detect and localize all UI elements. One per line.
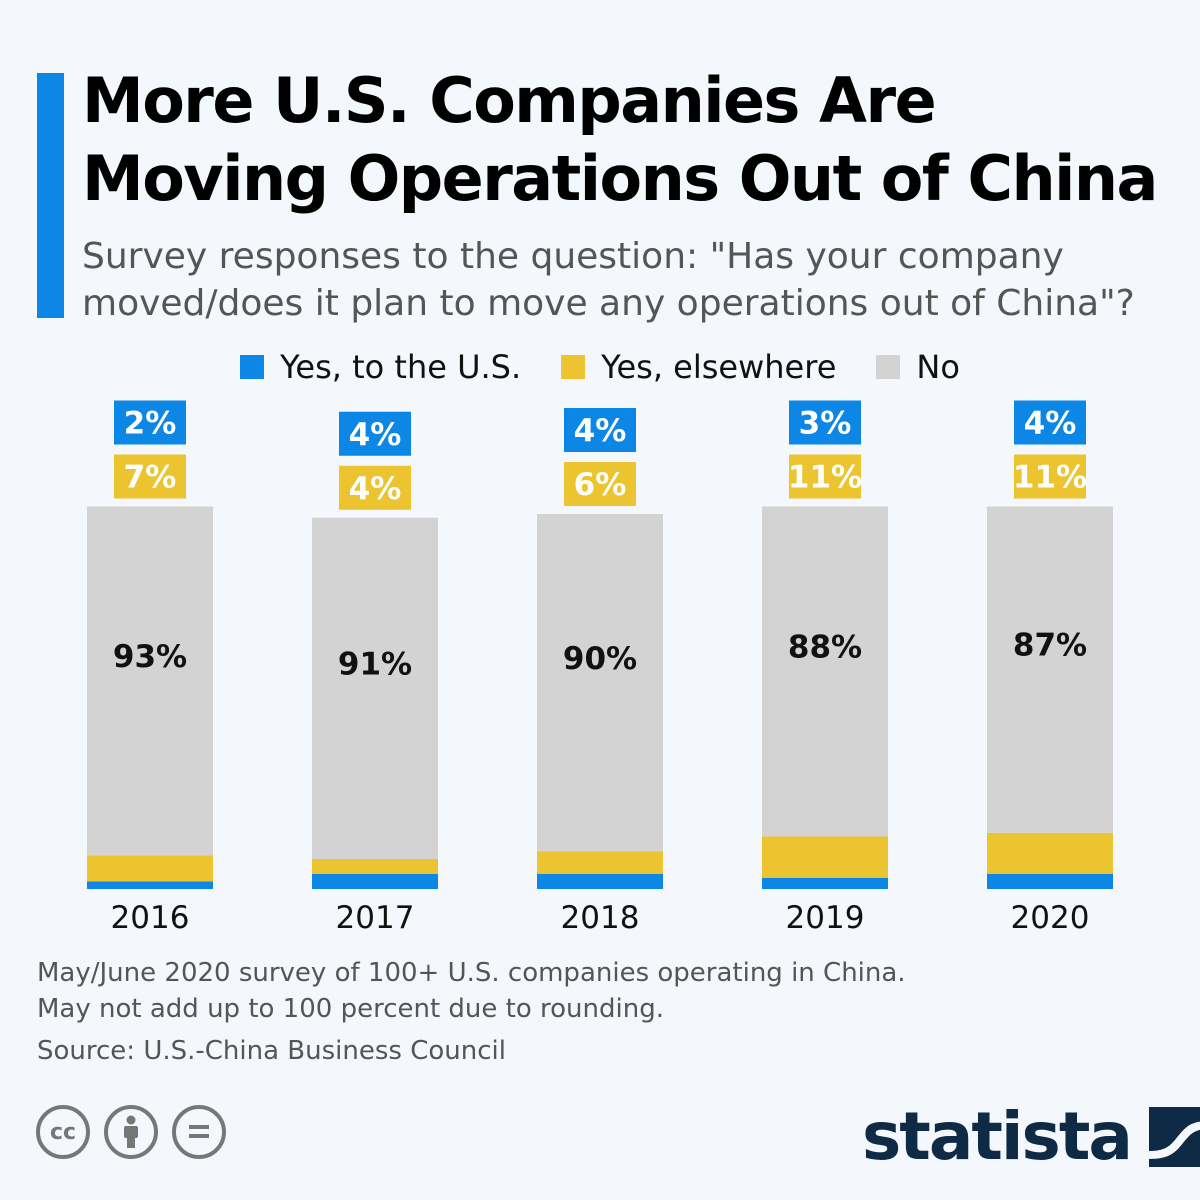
data-label-no: 93% bbox=[113, 639, 187, 675]
data-label-box-elsewhere bbox=[1014, 454, 1086, 499]
logo-wordmark: statista bbox=[862, 1098, 1133, 1175]
chart-title: More U.S. Companies Are Moving Operation… bbox=[82, 64, 1158, 215]
data-label-box-us bbox=[1014, 400, 1086, 445]
statista-logo-icon bbox=[1148, 1106, 1200, 1167]
x-tick-label: 2017 bbox=[336, 900, 415, 936]
x-tick-label: 2018 bbox=[561, 900, 640, 936]
data-label-elsewhere: 11% bbox=[788, 460, 862, 496]
x-tick-label: 2016 bbox=[111, 900, 190, 936]
source: Source: U.S.-China Business Council bbox=[37, 1036, 506, 1066]
bar-segment-elsewhere bbox=[87, 855, 213, 882]
legend-item-elsewhere: Yes, elsewhere bbox=[561, 348, 836, 386]
bar-segment-us bbox=[312, 874, 438, 889]
legend: Yes, to the U.S. Yes, elsewhere No bbox=[0, 348, 1200, 386]
bar-segment-us bbox=[762, 877, 888, 889]
footnote-survey: May/June 2020 survey of 100+ U.S. compan… bbox=[37, 958, 906, 988]
bar-segment-no bbox=[987, 506, 1113, 833]
data-label-box-us bbox=[114, 400, 186, 445]
bar-segment-no bbox=[762, 506, 888, 837]
x-tick-label: 2020 bbox=[1011, 900, 1090, 936]
bar-segment-elsewhere bbox=[762, 836, 888, 878]
bar-segment-no bbox=[312, 517, 438, 859]
accent-bar bbox=[37, 73, 64, 318]
x-tick-label: 2019 bbox=[786, 900, 865, 936]
data-label-us: 4% bbox=[574, 413, 627, 449]
legend-label: Yes, to the U.S. bbox=[280, 348, 522, 386]
legend-item-no: No bbox=[876, 348, 960, 386]
bar-segment-no bbox=[87, 506, 213, 856]
license-icons: cc bbox=[36, 1105, 226, 1159]
bar-segment-elsewhere bbox=[312, 859, 438, 874]
bar-segment-elsewhere bbox=[537, 851, 663, 874]
legend-swatch bbox=[876, 355, 901, 379]
data-label-us: 3% bbox=[799, 406, 852, 442]
data-label-box-elsewhere bbox=[789, 454, 861, 499]
legend-label: No bbox=[916, 348, 960, 386]
chart-subtitle: Survey responses to the question: "Has y… bbox=[82, 236, 1135, 324]
data-label-no: 88% bbox=[788, 630, 862, 666]
no-derivatives-icon[interactable] bbox=[172, 1105, 226, 1159]
bar-segment-us bbox=[87, 881, 213, 889]
data-label-box-elsewhere bbox=[564, 462, 636, 506]
cc-icon[interactable]: cc bbox=[36, 1105, 90, 1159]
data-label-us: 4% bbox=[349, 417, 402, 453]
data-label-elsewhere: 11% bbox=[1013, 460, 1087, 496]
data-label-box-us bbox=[339, 411, 411, 456]
bar-segment-us bbox=[537, 874, 663, 889]
data-label-box-elsewhere bbox=[339, 465, 411, 510]
data-label-box-us bbox=[564, 408, 636, 452]
footnote-rounding: May not add up to 100 percent due to rou… bbox=[37, 994, 664, 1024]
statista-logo[interactable]: statista bbox=[862, 1098, 1200, 1175]
data-label-no: 87% bbox=[1013, 628, 1087, 664]
data-label-box-us bbox=[789, 400, 861, 445]
bar-segment-us bbox=[987, 874, 1113, 889]
data-label-no: 91% bbox=[338, 646, 412, 682]
data-label-us: 2% bbox=[124, 406, 177, 442]
bar-segment-elsewhere bbox=[987, 832, 1113, 874]
data-label-no: 90% bbox=[563, 641, 637, 677]
data-label-us: 4% bbox=[1024, 406, 1077, 442]
legend-swatch bbox=[561, 355, 586, 379]
legend-swatch bbox=[240, 355, 265, 379]
legend-label: Yes, elsewhere bbox=[601, 348, 837, 386]
legend-item-us: Yes, to the U.S. bbox=[240, 348, 521, 386]
data-label-elsewhere: 4% bbox=[349, 471, 402, 507]
data-label-box-elsewhere bbox=[114, 454, 186, 499]
attribution-icon[interactable] bbox=[104, 1105, 158, 1159]
bar-segment-no bbox=[537, 514, 663, 852]
data-label-elsewhere: 6% bbox=[574, 467, 627, 503]
data-label-elsewhere: 7% bbox=[124, 460, 177, 496]
